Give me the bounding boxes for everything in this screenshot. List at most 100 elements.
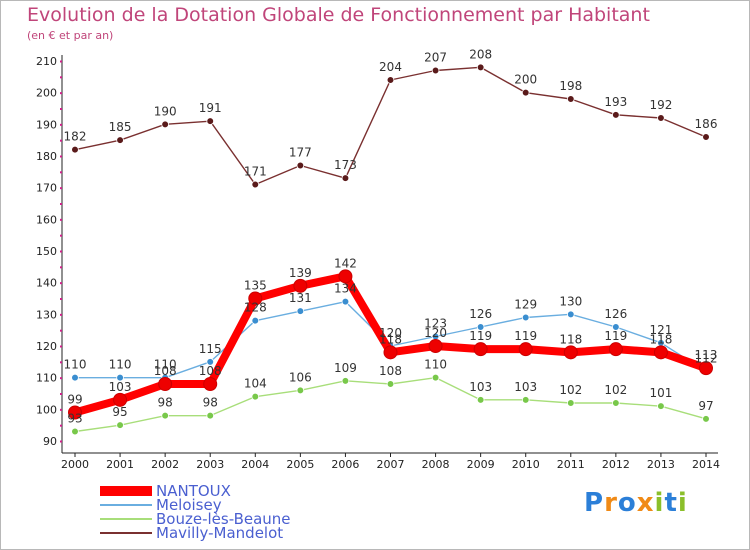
data-label: 113 [695, 348, 718, 362]
series-line [74, 66, 707, 186]
logo-letter: x [636, 488, 655, 518]
data-point [702, 133, 710, 141]
data-label: 129 [514, 298, 537, 312]
data-point [206, 117, 215, 125]
data-label: 110 [424, 358, 447, 372]
data-label: 119 [469, 329, 492, 343]
data-point [116, 421, 124, 429]
data-label: 108 [154, 364, 177, 378]
data-point [296, 386, 305, 395]
legend-label: Mavilly-Mandelot [156, 524, 284, 542]
data-label: 110 [154, 358, 177, 372]
x-tick-label: 2008 [422, 458, 450, 471]
logo-letter: P [584, 488, 605, 518]
y-tick-label: 90 [43, 435, 57, 448]
data-point [341, 174, 350, 182]
y-minor-tick [60, 60, 62, 63]
data-point [203, 377, 218, 391]
x-tick-label: 2009 [467, 458, 495, 471]
y-tick-label: 160 [36, 213, 57, 226]
data-label: 103 [109, 380, 132, 394]
data-point [521, 313, 530, 322]
data-label: 131 [289, 291, 312, 305]
data-point [386, 76, 395, 84]
data-label: 200 [514, 73, 537, 87]
y-minor-tick [60, 108, 62, 110]
y-minor-tick [60, 250, 62, 253]
data-point [518, 342, 533, 357]
data-label: 185 [109, 120, 132, 134]
data-label: 123 [424, 317, 447, 331]
data-label: 190 [154, 104, 177, 118]
y-minor-tick [60, 361, 62, 364]
data-point [566, 399, 575, 407]
x-tick-label: 2000 [61, 458, 89, 471]
logo-letter: i [654, 488, 665, 518]
y-minor-tick [60, 393, 62, 395]
x-tick-label: 2006 [331, 458, 359, 471]
x-tick-label: 2005 [286, 458, 314, 471]
y-minor-tick [60, 345, 62, 348]
data-label: 128 [244, 301, 267, 315]
y-minor-tick [60, 123, 62, 126]
data-label: 192 [649, 98, 672, 112]
y-tick-label: 170 [36, 182, 57, 195]
data-label: 118 [559, 332, 582, 346]
logo-letter: t [664, 488, 678, 518]
data-point [608, 342, 623, 357]
data-point [612, 111, 620, 119]
data-label: 108 [379, 364, 402, 378]
y-minor-tick [60, 171, 62, 174]
y-tick-label: 130 [36, 308, 57, 321]
y-minor-tick [60, 139, 62, 142]
data-label: 204 [379, 60, 402, 74]
data-label: 99 [67, 393, 82, 407]
data-label: 98 [158, 396, 173, 410]
proxiti-logo: Proxiti [584, 488, 688, 518]
y-minor-tick [60, 440, 62, 443]
data-point [71, 373, 79, 382]
y-minor-tick [60, 155, 62, 158]
y-tick-label: 100 [36, 403, 57, 416]
data-label: 208 [469, 47, 492, 61]
data-point [206, 358, 215, 366]
data-point [699, 361, 713, 376]
data-point [386, 380, 395, 388]
data-label: 97 [698, 399, 713, 413]
x-tick-label: 2004 [241, 458, 269, 471]
data-point [431, 66, 440, 75]
data-label: 119 [514, 329, 537, 343]
data-label: 108 [199, 364, 222, 378]
data-label: 102 [559, 383, 582, 397]
data-label: 103 [469, 380, 492, 394]
x-tick-label: 2010 [512, 458, 540, 471]
y-minor-tick [60, 313, 62, 316]
x-tick-label: 2001 [106, 458, 134, 471]
data-label: 177 [289, 146, 312, 160]
data-point [566, 95, 575, 103]
data-labels: 182 185 190 191 171 177 173 204 207 208 200 198 193 1… [64, 47, 718, 425]
data-point [657, 114, 665, 122]
y-minor-tick [60, 329, 62, 332]
data-point [521, 88, 530, 97]
data-label: 191 [199, 101, 222, 115]
data-point [251, 316, 260, 325]
data-label: 130 [559, 294, 582, 308]
data-point [428, 339, 443, 353]
y-minor-tick [60, 187, 62, 190]
data-label: 171 [244, 165, 267, 179]
data-label: 109 [334, 361, 357, 375]
data-label: 118 [649, 332, 672, 346]
data-point [161, 120, 169, 129]
series-lines [68, 63, 713, 436]
legend-swatch [100, 518, 152, 520]
data-point [293, 278, 308, 293]
data-point [431, 373, 440, 382]
y-tick-label: 150 [36, 245, 57, 258]
y-minor-tick [60, 298, 62, 300]
y-tick-label: 110 [36, 372, 57, 385]
legend-label: Meloisey [156, 496, 222, 514]
y-minor-tick [60, 234, 62, 237]
